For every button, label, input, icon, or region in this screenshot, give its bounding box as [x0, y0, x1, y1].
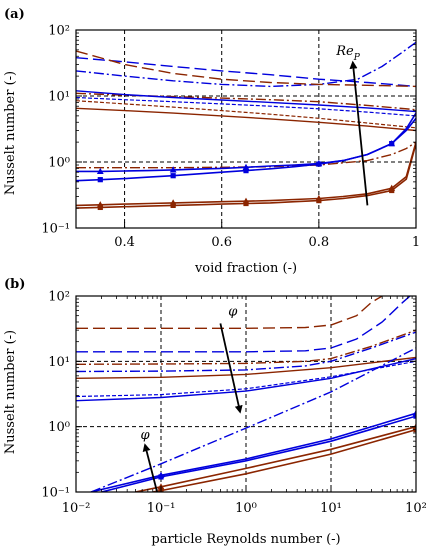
x-tick-label: 0.6 [211, 235, 232, 250]
series-marker-square [243, 168, 249, 174]
series-line-4 [76, 331, 416, 373]
x-tick-label: 10⁻² [62, 501, 91, 516]
series-group [76, 296, 416, 492]
annotation-arrow [219, 323, 243, 414]
panel-a-plot: 0.4 0.6 0.8 1 10⁻¹ 10⁰ 10¹ 10² ReP [41, 24, 420, 251]
y-tick-label: 10² [48, 24, 70, 39]
x-tick-label: 10⁰ [235, 501, 257, 516]
annotation-label: ReP [335, 44, 360, 63]
x-tick-label: 0.4 [114, 235, 135, 250]
panel-a-label: (a) [4, 7, 25, 22]
series-line-6 [76, 96, 416, 117]
x-tick-label: 10² [405, 501, 427, 516]
panel-b-label: (b) [4, 277, 25, 292]
series-line-11 [135, 425, 416, 492]
series-marker-square [170, 202, 176, 209]
series-line-8 [90, 347, 416, 492]
series-marker-square [389, 187, 395, 194]
panel-b-xlabel: particle Reynolds number (-) [151, 532, 340, 547]
series-line-9 [90, 412, 416, 492]
series-line-2 [76, 296, 411, 353]
panel-a-xlabel: void fraction (-) [194, 261, 297, 276]
x-tick-label: 10⁻¹ [147, 501, 176, 516]
series-marker-square [158, 474, 164, 480]
series-line-3 [76, 329, 416, 365]
series-marker-square [97, 177, 103, 183]
series-line-3 [76, 50, 416, 88]
series-marker-square [243, 200, 249, 207]
series-marker-square [413, 413, 416, 419]
y-tick-label: 10² [48, 290, 70, 305]
series-line-13 [76, 143, 416, 209]
annotation-subscript: P [353, 53, 361, 63]
series-marker-square [316, 161, 322, 167]
y-tick-label: 10¹ [48, 355, 70, 370]
series-marker-triangle [169, 166, 177, 173]
axes-frame [75, 29, 417, 229]
series-marker-triangle [96, 167, 104, 175]
series-line-5 [76, 90, 416, 113]
series-marker-square [389, 141, 395, 147]
y-tick-label: 10⁻¹ [41, 486, 70, 501]
x-tick-label: 0.8 [309, 235, 330, 250]
series-marker-square [170, 173, 176, 179]
series-marker-square [316, 198, 322, 204]
series-line-2 [76, 41, 416, 88]
series-line-10 [76, 112, 416, 173]
series-line-12 [76, 141, 416, 207]
series-group [76, 41, 416, 211]
series-line-12 [152, 428, 416, 492]
series-line-5 [76, 356, 416, 379]
x-tick-label: 1 [412, 235, 420, 250]
series-marker-square [97, 204, 103, 211]
series-line-1 [76, 296, 383, 329]
series-line-10 [101, 415, 416, 492]
y-tick-label: 10⁰ [48, 420, 70, 435]
annotation-label: φ [141, 428, 151, 443]
panel-b-ylabel: Nusselt number (-) [3, 330, 18, 454]
series-line-7 [76, 360, 416, 398]
annotation-label: φ [228, 305, 238, 320]
x-tick-label: 10¹ [320, 501, 342, 516]
panel-a-ylabel: Nusselt number (-) [3, 71, 18, 195]
y-tick-label: 10⁻¹ [41, 222, 70, 237]
series-line-11 [76, 117, 416, 182]
series-line-1 [76, 57, 416, 88]
annotation-arrow [142, 443, 158, 493]
y-tick-label: 10¹ [48, 90, 70, 105]
y-tick-label: 10⁰ [48, 156, 70, 171]
panel-a: (a) 0.4 0.6 0.8 1 10⁻¹ 10⁰ 10¹ 10² ReP void frac… [3, 7, 420, 276]
series-line-9 [76, 141, 416, 169]
annotation-arrow [349, 60, 369, 206]
